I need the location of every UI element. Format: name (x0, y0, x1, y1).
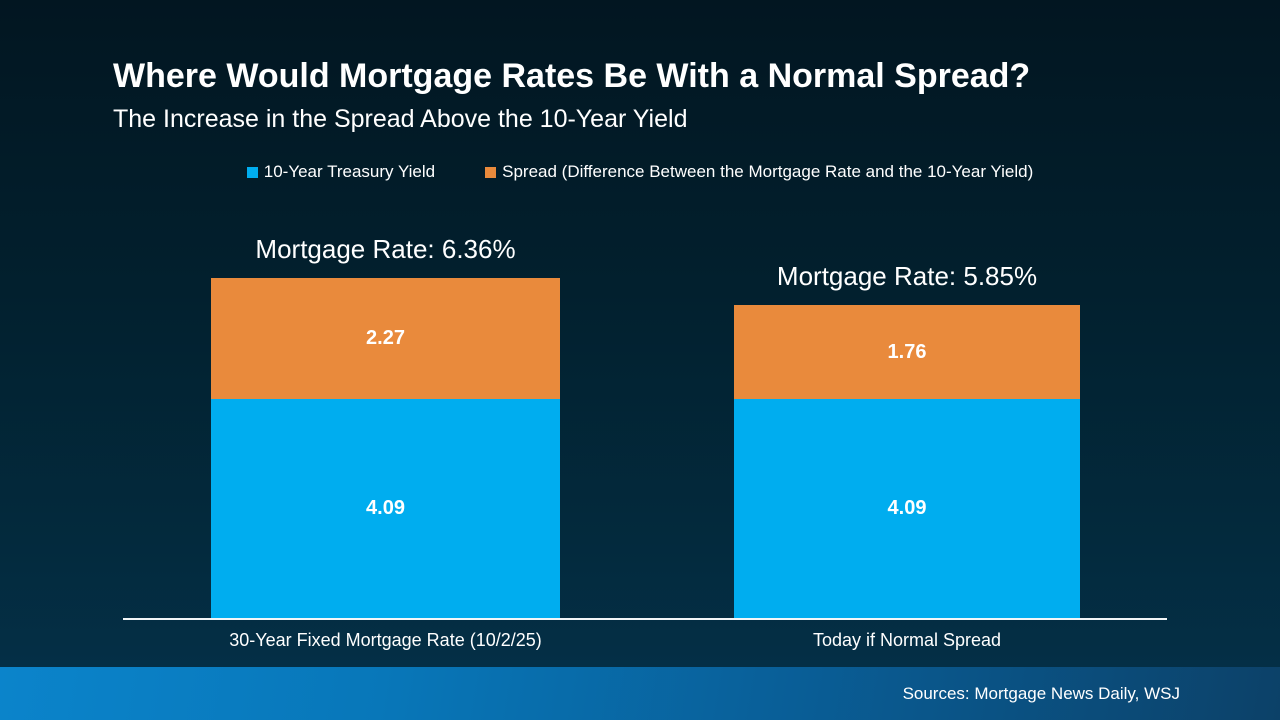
segment-value-label: 1.76 (887, 340, 927, 363)
segment-value-label: 4.09 (887, 497, 927, 519)
bar-total-label: Mortgage Rate: 5.85% (776, 261, 1038, 291)
legend-item-spread: Spread (Difference Between the Mortgage … (485, 162, 1033, 182)
bar-total-label: Mortgage Rate: 6.36% (255, 234, 516, 264)
bar-segment-treasury-yield: 4.09 (211, 399, 560, 618)
orange-swatch-icon (485, 166, 497, 178)
bar-segment-treasury-yield: 4.09 (734, 399, 1080, 618)
bar-segment-spread: 1.76 (734, 305, 1080, 399)
legend: 10-Year Treasury Yield Spread (Differenc… (0, 162, 1280, 182)
x-axis-line (123, 618, 1167, 620)
category-label-current: 30-Year Fixed Mortgage Rate (10/2/25) (229, 630, 542, 650)
legend-item-treasury-yield: 10-Year Treasury Yield (246, 162, 436, 182)
bar-normal-spread-rate: Mortgage Rate: 5.85% 1.76 4.09 (734, 261, 1080, 618)
chart-subtitle: The Increase in the Spread Above the 10-… (113, 105, 688, 133)
segment-value-label: 4.09 (366, 497, 405, 519)
segment-value-label: 2.27 (366, 327, 405, 349)
sources-text: Sources: Mortgage News Daily, WSJ (902, 683, 1180, 703)
blue-swatch-icon (246, 166, 258, 178)
legend-label: Spread (Difference Between the Mortgage … (502, 162, 1034, 181)
category-label-normal: Today if Normal Spread (812, 630, 1002, 650)
chart-title: Where Would Mortgage Rates Be With a Nor… (113, 57, 1031, 95)
bar-current-mortgage-rate: Mortgage Rate: 6.36% 2.27 4.09 (211, 234, 560, 618)
legend-label: 10-Year Treasury Yield (263, 162, 436, 181)
bar-segment-spread: 2.27 (211, 278, 560, 399)
footer-bar: Sources: Mortgage News Daily, WSJ (0, 667, 1280, 720)
